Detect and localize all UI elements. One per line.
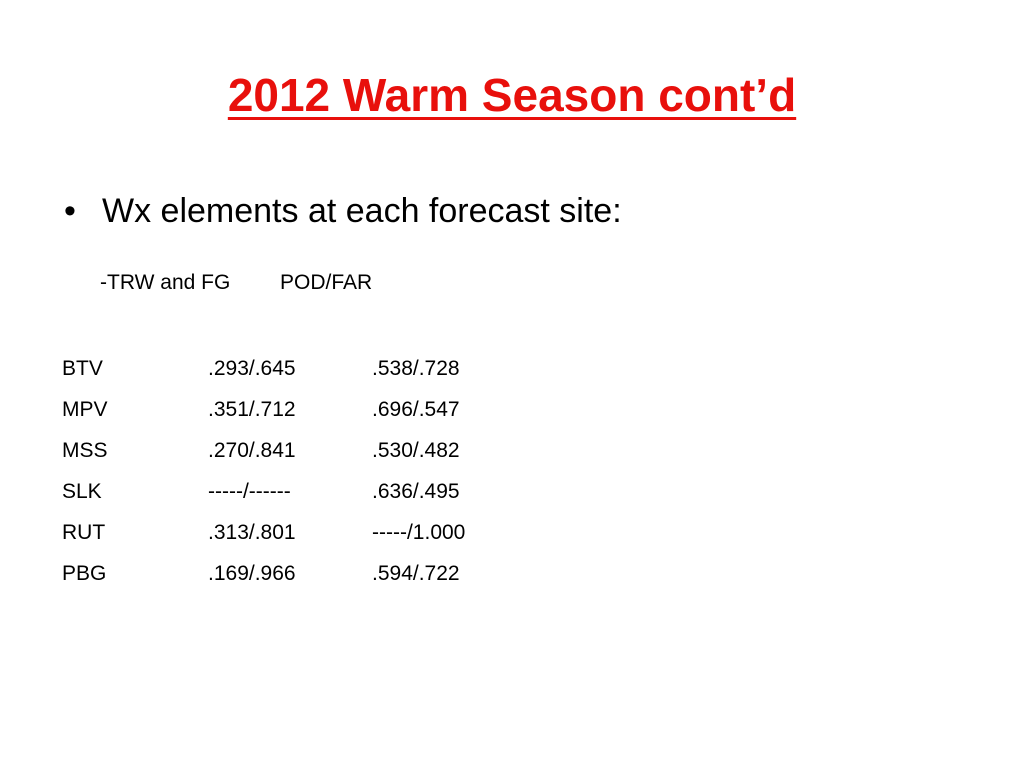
second-score: .530/.482 [372,439,460,462]
site-name: BTV [62,357,103,380]
trw-fg-score: .270/.841 [208,439,296,462]
trw-fg-score: .313/.801 [208,521,296,544]
second-score: -----/1.000 [372,521,466,544]
title-text: 2012 Warm Season cont’d [227,69,797,121]
trw-fg-score: .293/.645 [208,357,296,380]
trw-fg-score: -----/------ [208,480,291,503]
site-name: RUT [62,521,106,544]
site-name: MPV [62,398,108,421]
site-name: MSS [62,439,108,462]
site-name: PBG [62,562,107,585]
subheading-metric: POD/FAR [280,271,373,294]
bullet-text: Wx elements at each forecast site: [102,192,622,230]
second-score: .594/.722 [372,562,460,585]
second-score: .636/.495 [372,480,460,503]
subheading-label: -TRW and FG [100,271,231,294]
trw-fg-score: .351/.712 [208,398,296,421]
second-score: .538/.728 [372,357,460,380]
bullet-marker: • [64,192,76,230]
slide-title: 2012 Warm Season cont’d [0,68,1024,122]
trw-fg-score: .169/.966 [208,562,296,585]
second-score: .696/.547 [372,398,460,421]
site-name: SLK [62,480,102,503]
